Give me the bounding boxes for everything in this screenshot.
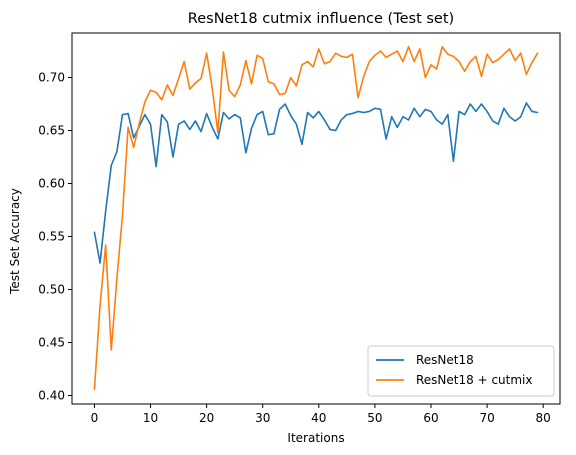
y-axis-label: Test Set Accuracy (8, 188, 22, 295)
y-tick-label: 0.65 (38, 124, 65, 138)
legend-box (367, 345, 555, 397)
y-tick-label: 0.60 (38, 177, 65, 191)
y-tick-label: 0.40 (38, 389, 65, 403)
legend-label-0: ResNet18 (416, 353, 474, 367)
x-tick-label: 80 (536, 411, 551, 425)
x-tick-label: 0 (91, 411, 99, 425)
x-tick-label: 70 (479, 411, 494, 425)
y-tick-label: 0.70 (38, 71, 65, 85)
legend: ResNet18 ResNet18 + cutmix (367, 345, 555, 397)
chart-title: ResNet18 cutmix influence (Test set) (188, 11, 454, 27)
x-tick-label: 50 (367, 411, 382, 425)
x-tick-label: 60 (423, 411, 438, 425)
x-axis: 0 10 20 30 40 50 60 70 80 (91, 404, 551, 425)
plot-area (93, 45, 539, 390)
y-tick-label: 0.50 (38, 283, 65, 297)
series-line-1 (93, 45, 539, 390)
x-tick-label: 20 (199, 411, 214, 425)
y-tick-label: 0.45 (38, 336, 65, 350)
series-line-0 (93, 102, 539, 264)
x-tick-label: 40 (311, 411, 326, 425)
legend-label-1: ResNet18 + cutmix (416, 373, 532, 387)
y-tick-label: 0.55 (38, 230, 65, 244)
x-tick-label: 30 (255, 411, 270, 425)
plot-frame (71, 32, 561, 405)
x-axis-label: Iterations (287, 431, 344, 445)
x-tick-label: 10 (143, 411, 158, 425)
y-axis: 0.40 0.45 0.50 0.55 0.60 0.65 0.70 (38, 71, 72, 403)
